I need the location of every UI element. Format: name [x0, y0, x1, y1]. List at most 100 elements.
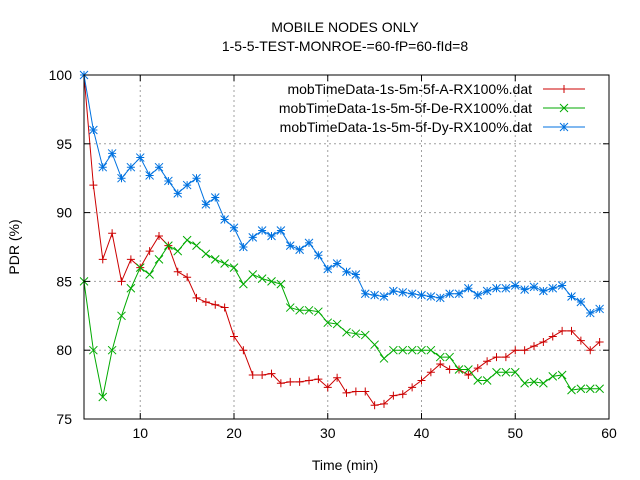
data-point-marker [473, 364, 482, 373]
data-point-marker [173, 267, 182, 276]
x-tick-label: 50 [507, 425, 523, 441]
data-point-marker [464, 370, 473, 379]
data-point-marker [576, 297, 586, 307]
data-point-marker [426, 292, 436, 301]
data-point-marker [145, 247, 154, 256]
data-point-marker [258, 370, 267, 379]
data-point-marker [295, 305, 304, 315]
y-axis-label: PDR (%) [6, 219, 22, 274]
y-tick-label: 85 [56, 273, 72, 289]
x-tick-label: 40 [414, 425, 430, 441]
data-point-marker [510, 367, 520, 377]
data-point-marker [435, 293, 445, 303]
data-point-marker [182, 235, 192, 245]
data-point-marker [135, 153, 145, 162]
data-point-marker [342, 267, 351, 277]
data-point-marker [108, 229, 117, 238]
data-point-marker [426, 345, 436, 355]
data-point-marker [276, 379, 285, 388]
data-point-marker [539, 378, 548, 388]
data-point-marker [248, 270, 258, 279]
data-point-marker [529, 282, 539, 292]
data-point-marker [398, 288, 408, 297]
y-tick-label: 90 [56, 205, 72, 221]
data-point-marker [201, 199, 211, 209]
data-point-marker [482, 286, 492, 296]
data-point-marker [398, 390, 407, 399]
data-point-marker [558, 326, 567, 335]
data-point-marker [276, 226, 286, 235]
data-point-marker [473, 376, 483, 385]
data-point-marker [267, 369, 276, 378]
data-point-marker [98, 162, 108, 172]
data-point-marker [107, 149, 117, 158]
data-point-marker [417, 376, 426, 385]
data-point-marker [520, 378, 529, 388]
data-point-marker [492, 367, 501, 377]
data-point-marker [342, 327, 351, 337]
data-point-marker [464, 283, 473, 293]
data-point-marker [267, 231, 276, 241]
data-point-marker [117, 277, 126, 286]
data-point-marker [145, 270, 154, 279]
data-point-marker [398, 345, 408, 355]
legend-label-3: mobTimeData-1s-5m-5f-Dy-RX100%.dat [280, 119, 532, 135]
data-point-marker [567, 385, 576, 395]
data-point-marker [567, 292, 576, 301]
data-point-marker [211, 300, 220, 309]
data-point-marker [220, 259, 229, 268]
data-point-marker [89, 345, 98, 355]
chart-title: MOBILE NODES ONLY [271, 19, 419, 35]
chart-subtitle: 1-5-5-TEST-MONROE-=60-fP=60-fId=8 [222, 38, 468, 54]
data-point-marker [229, 263, 239, 272]
data-point-marker [267, 277, 276, 286]
data-point-marker [595, 384, 604, 394]
data-point-marker [126, 255, 135, 264]
data-point-marker [408, 383, 417, 392]
data-point-marker [389, 391, 398, 400]
data-point-marker [370, 290, 379, 300]
data-point-marker [511, 346, 520, 355]
y-tick-label: 95 [56, 136, 72, 152]
data-point-marker [560, 85, 568, 93]
y-tick-label: 80 [56, 342, 72, 358]
data-point-marker [501, 367, 511, 377]
data-point-marker [595, 304, 604, 314]
data-point-marker [530, 342, 538, 351]
data-point-marker [135, 263, 145, 272]
data-point-marker [548, 283, 558, 293]
data-point-marker [483, 357, 492, 366]
data-point-marker [482, 376, 492, 385]
data-point-marker [201, 298, 210, 307]
data-point-marker [559, 103, 569, 113]
data-point-marker [201, 249, 211, 259]
x-tick-label: 60 [601, 425, 617, 441]
series-line-1 [83, 74, 600, 406]
data-point-marker [117, 311, 126, 321]
data-point-marker [520, 346, 529, 355]
series-lines [79, 70, 604, 410]
data-point-marker [192, 241, 201, 250]
data-point-marker [389, 345, 398, 355]
data-point-marker [379, 354, 389, 363]
data-point-marker [539, 337, 548, 346]
data-point-marker [257, 226, 267, 235]
data-point-marker [492, 353, 501, 362]
data-point-marker [520, 285, 529, 295]
x-axis-label: Time (min) [312, 457, 378, 473]
data-point-marker [445, 352, 454, 362]
data-point-marker [559, 122, 569, 132]
data-point-marker [239, 346, 248, 355]
data-point-marker [173, 246, 183, 256]
data-point-marker [220, 215, 229, 224]
data-point-marker [585, 308, 595, 318]
data-point-marker [380, 399, 388, 408]
data-point-marker [126, 162, 136, 172]
data-point-marker [98, 392, 108, 402]
data-point-marker [164, 241, 173, 250]
legend: mobTimeData-1s-5m-5f-A-RX100%.dat mobTime… [279, 81, 585, 135]
data-point-marker [454, 289, 464, 299]
data-point-marker [492, 283, 501, 293]
data-point-marker [501, 353, 510, 362]
data-point-marker [361, 387, 370, 396]
